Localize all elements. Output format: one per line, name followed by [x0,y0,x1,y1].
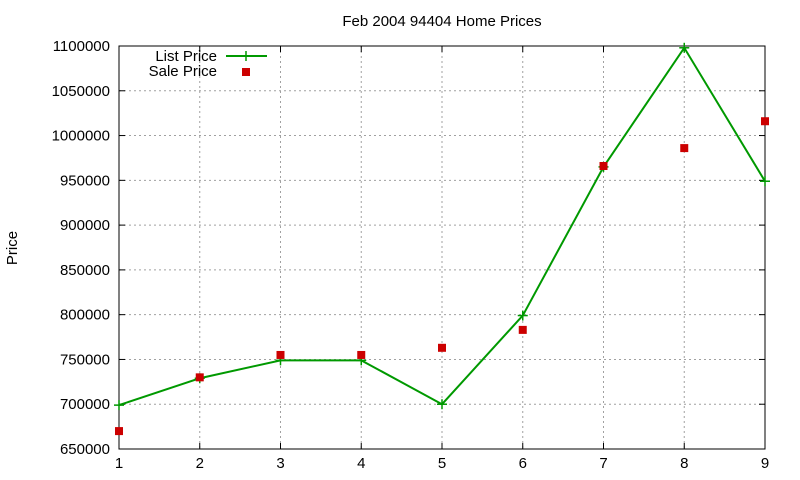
legend-key-sale-price [242,68,250,76]
x-tick-label: 2 [196,455,204,472]
x-tick-label: 1 [115,455,123,472]
legend-square [242,68,250,76]
legend-label-list-price: List Price [155,48,217,65]
x-tick-label: 7 [599,455,607,472]
series-sale-price [115,117,769,436]
y-tick-label: 900000 [60,217,110,234]
list-price-point [517,310,528,321]
list-price-point [437,399,447,410]
list-price-point [679,42,690,53]
series [114,42,770,436]
x-tick-label: 9 [761,455,769,472]
x-tick-label: 8 [680,455,688,472]
sale-price-point [438,343,446,352]
sale-price-point [357,350,366,359]
sale-price-point [518,325,527,334]
y-tick-label: 1000000 [52,128,110,145]
sale-price-point [599,162,608,171]
y-tick-label: 650000 [60,441,110,458]
sale-price-point [276,350,285,359]
grid [119,46,765,449]
y-tick-label: 750000 [60,351,110,368]
x-tick-label: 6 [519,455,527,472]
y-tick-label: 700000 [60,396,110,413]
list-price-point [760,176,770,187]
y-tick-labels: 650000 700000 750000 800000 850000 900000 9500… [52,38,110,458]
y-tick-label: 1050000 [52,83,110,100]
sale-price-point [761,117,769,126]
y-tick-label: 850000 [60,262,110,279]
list-price-point [114,400,124,411]
legend-label-sale-price: Sale Price [149,63,217,80]
series-list-price [114,42,770,411]
axis-ticks [118,45,766,450]
x-tick-label: 5 [438,455,446,472]
x-tick-label: 3 [276,455,284,472]
sale-price-point [115,427,123,436]
legend: List Price Sale Price [149,48,267,80]
legend-cross [241,51,251,61]
sale-price-point [195,373,204,382]
y-tick-label: 800000 [60,307,110,324]
legend-key-list-price [226,51,267,61]
y-axis-label: Price [4,231,21,265]
y-tick-label: 950000 [60,172,110,189]
sale-price-point [680,144,689,153]
y-tick-label: 1100000 [53,38,110,55]
chart-title: Feb 2004 94404 Home Prices [342,13,541,30]
x-tick-labels: 1 2 3 4 5 6 7 8 9 [115,455,769,472]
x-tick-label: 4 [357,455,365,472]
